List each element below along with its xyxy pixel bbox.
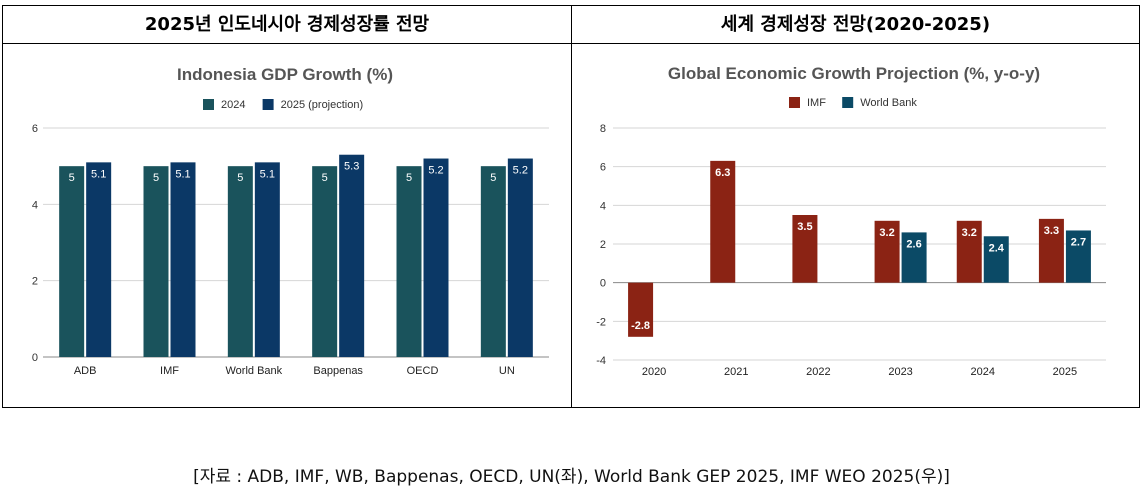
bar [312, 166, 338, 357]
legend-swatch [842, 97, 854, 108]
x-tick-label: 2025 [1053, 366, 1077, 378]
bar [628, 282, 654, 337]
bar [1065, 230, 1091, 283]
data-label: 5.2 [428, 165, 443, 177]
y-tick-label: 4 [32, 199, 38, 211]
legend-swatch [203, 99, 214, 110]
data-label: 2.6 [906, 238, 921, 250]
legend-label: World Bank [860, 97, 917, 109]
y-tick-label: 0 [32, 352, 38, 364]
data-label: 5.1 [175, 168, 190, 180]
data-label: 5.2 [513, 165, 528, 177]
header-divider [3, 43, 1139, 44]
chart-title: Global Economic Growth Projection (%, y-… [668, 64, 1040, 83]
data-label: 5.1 [91, 168, 106, 180]
legend-label: 2024 [221, 99, 245, 111]
x-tick-label: ADB [74, 365, 97, 377]
y-tick-label: -4 [596, 355, 606, 367]
y-tick-label: 8 [600, 123, 606, 135]
bar [170, 162, 196, 357]
x-tick-label: 2022 [806, 366, 830, 378]
bar [956, 220, 982, 283]
y-tick-label: 0 [600, 278, 606, 290]
bar [396, 166, 422, 357]
bar [983, 236, 1009, 283]
y-tick-label: -2 [596, 316, 606, 328]
data-label: 3.2 [962, 227, 977, 239]
data-label: 3.2 [879, 227, 894, 239]
bar [227, 166, 253, 357]
right-panel-title: 세계 경제성장 전망(2020-2025) [720, 14, 991, 35]
data-label: 2.4 [989, 242, 1005, 254]
bar [254, 162, 280, 357]
bar [1038, 218, 1064, 283]
data-label: 5 [490, 172, 496, 184]
legend-label: IMF [807, 97, 826, 109]
bar [480, 166, 506, 357]
data-label: 2.7 [1071, 236, 1086, 248]
legend-swatch [262, 99, 274, 110]
x-tick-label: OECD [407, 365, 439, 377]
bar [710, 160, 736, 283]
y-tick-label: 2 [32, 276, 38, 288]
bar [143, 166, 169, 357]
x-tick-label: UN [499, 365, 515, 377]
bar [901, 232, 927, 283]
legend-label: 2025 (projection) [281, 99, 364, 111]
data-label: -2.8 [631, 320, 650, 332]
bar [507, 158, 533, 357]
left-panel-title: 2025년 인도네시아 경제성장률 전망 [144, 14, 430, 35]
data-label: 6.3 [715, 167, 730, 179]
data-label: 3.3 [1044, 225, 1059, 237]
bar [874, 220, 900, 283]
global-growth-chart: Global Economic Growth Projection (%, y-… [596, 64, 1106, 378]
x-tick-label: 2021 [724, 366, 748, 378]
x-tick-label: 2023 [888, 366, 912, 378]
source-note: [자료 : ADB, IMF, WB, Bappenas, OECD, UN(좌… [193, 467, 950, 487]
data-label: 5 [69, 172, 75, 184]
chart-title: Indonesia GDP Growth (%) [177, 65, 393, 84]
y-tick-label: 6 [32, 123, 38, 135]
bar [339, 154, 365, 357]
data-label: 5 [237, 172, 243, 184]
y-tick-label: 2 [600, 239, 606, 251]
y-tick-label: 6 [600, 162, 606, 174]
x-tick-label: IMF [160, 365, 179, 377]
x-tick-label: 2024 [971, 366, 995, 378]
x-tick-label: World Bank [226, 365, 283, 377]
data-label: 5 [153, 172, 159, 184]
data-label: 5 [406, 172, 412, 184]
data-label: 5 [322, 172, 328, 184]
indonesia-gdp-chart: Indonesia GDP Growth (%) 2024 2025 (projec… [32, 65, 549, 377]
chart-frame: 2025년 인도네시아 경제성장률 전망 세계 경제성장 전망(2020-202… [2, 5, 1140, 408]
data-label: 5.3 [344, 161, 359, 173]
legend-swatch [789, 97, 800, 108]
bar [59, 166, 85, 357]
bar [423, 158, 449, 357]
bar [792, 215, 818, 283]
x-tick-label: Bappenas [313, 365, 363, 377]
bar [86, 162, 112, 357]
data-label: 3.5 [797, 221, 812, 233]
x-tick-label: 2020 [642, 366, 666, 378]
data-label: 5.1 [260, 168, 275, 180]
panel-divider [571, 6, 572, 407]
y-tick-label: 4 [600, 200, 606, 212]
